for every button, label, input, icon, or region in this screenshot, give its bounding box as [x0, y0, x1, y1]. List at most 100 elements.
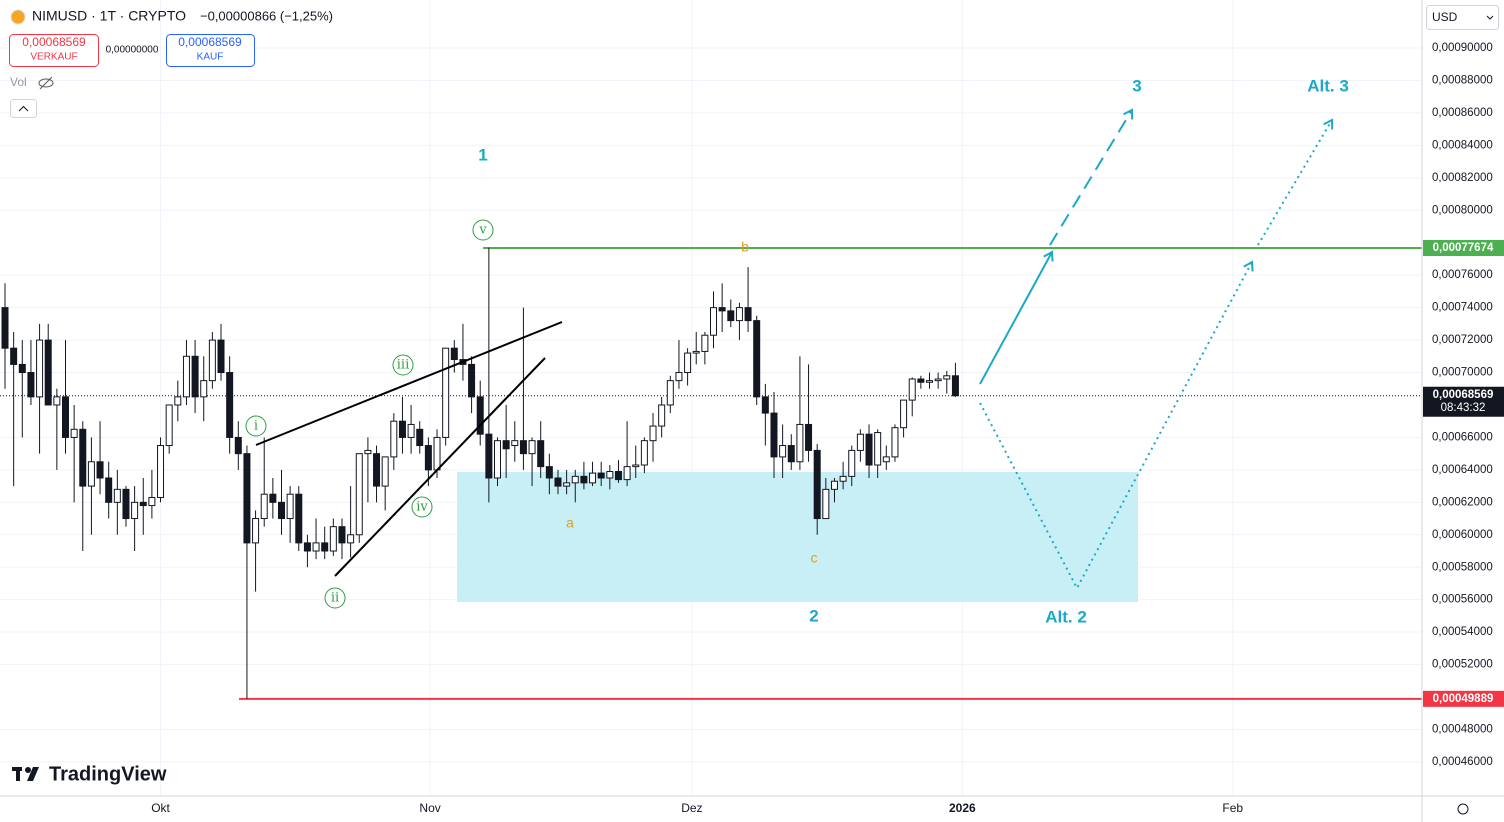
candle-body	[373, 453, 381, 487]
candle-body	[589, 472, 597, 484]
candle-body	[148, 496, 156, 507]
candle-body	[554, 477, 562, 487]
candle-body	[485, 433, 493, 479]
wave-label: iii	[397, 358, 409, 373]
y-tick-label: 0,00066000	[1432, 431, 1493, 443]
chevron	[18, 105, 29, 112]
wave-label: Alt. 2	[1045, 607, 1087, 626]
candle-body	[597, 472, 605, 479]
target-zone	[457, 472, 1138, 602]
settings-icon[interactable]	[1457, 803, 1469, 815]
x-tick-label: Okt	[151, 801, 170, 815]
candle-body	[79, 428, 87, 487]
candle-body	[666, 380, 674, 406]
candle-body	[735, 307, 743, 322]
candle-body	[563, 482, 571, 487]
candle-body	[217, 339, 225, 374]
candle-body	[640, 440, 648, 466]
candle-body	[208, 339, 216, 382]
candle-body	[450, 347, 458, 361]
currency-select[interactable]	[1426, 5, 1499, 30]
candle-body	[70, 428, 78, 438]
symbol-icon	[10, 9, 26, 25]
volume-label: Vol	[10, 75, 27, 89]
candle-body	[286, 493, 294, 520]
y-tick-label: 0,00080000	[1432, 204, 1493, 216]
candle-body	[571, 475, 579, 484]
brand-logo	[12, 767, 39, 781]
candle-body	[537, 440, 545, 468]
wave-label: ii	[331, 591, 339, 606]
candle-body	[36, 339, 44, 398]
symbol[interactable]: NIMUSD · 1T · CRYPTO	[32, 8, 186, 24]
candle-body	[96, 461, 104, 479]
candle-body	[131, 501, 139, 520]
candle-body	[1, 307, 9, 349]
y-tick-label: 0,00054000	[1432, 626, 1493, 638]
candle-body	[856, 433, 864, 451]
candle-body	[545, 466, 553, 479]
wave-circle	[411, 496, 433, 518]
candle-body	[113, 488, 121, 503]
candle-body	[303, 542, 311, 552]
axis-labels: 0,00090000 0,00088000 0,00086000 0,00084000…	[151, 42, 1504, 815]
candle-body	[839, 475, 847, 482]
candle-body	[355, 453, 363, 536]
candle-body	[822, 488, 830, 520]
candle-body	[787, 445, 795, 463]
wedge-line	[334, 357, 546, 577]
sell-button[interactable]	[9, 34, 99, 67]
candles	[1, 247, 959, 699]
candle-body	[424, 445, 432, 471]
y-tick-label: 0,00060000	[1432, 529, 1493, 541]
arrow	[1049, 108, 1134, 246]
candle-body	[312, 542, 320, 552]
wave-circle	[472, 219, 494, 241]
brand: TradingView	[49, 763, 167, 785]
y-tick-label: 0,00056000	[1432, 594, 1493, 606]
candle-body	[830, 480, 838, 490]
candle-body	[277, 501, 285, 520]
collapse-button[interactable]	[10, 99, 37, 118]
spread: 0,00000000	[106, 45, 159, 56]
wave-circle	[324, 587, 346, 609]
y-tick-label: 0,00070000	[1432, 367, 1493, 379]
candle-body	[442, 347, 450, 438]
wave-circle	[245, 415, 267, 437]
level-tag	[1423, 240, 1504, 257]
chevron	[1486, 15, 1494, 20]
candle-body	[226, 372, 234, 438]
candle-body	[398, 420, 406, 438]
candle-body	[87, 461, 95, 487]
candle-body	[139, 501, 147, 507]
buy-label: KAUF	[197, 52, 224, 63]
y-tick-label: 0,00062000	[1432, 496, 1493, 508]
level-label: 0,00049889	[1433, 693, 1494, 705]
buy-button[interactable]	[166, 34, 255, 67]
wave-label: iv	[416, 500, 428, 515]
candle-body	[416, 428, 424, 447]
candle-body	[528, 440, 536, 455]
x-tick-label: Dez	[681, 801, 702, 815]
candle-body	[805, 423, 813, 451]
x-tick-label: 2026	[949, 801, 976, 815]
candle-body	[675, 372, 683, 382]
candle-body	[174, 396, 182, 406]
candle-body	[105, 477, 113, 503]
candle-body	[347, 534, 355, 544]
candle-body	[27, 372, 35, 398]
candle-body	[606, 470, 614, 479]
level-label: 0,00077674	[1433, 242, 1494, 254]
hide-volume-icon[interactable]	[38, 76, 54, 90]
candle-body	[632, 464, 640, 468]
candle-body	[779, 445, 787, 458]
candle-body	[874, 432, 882, 466]
wave-label: c	[811, 550, 818, 566]
candle-body	[744, 307, 752, 322]
candle-body	[649, 425, 657, 442]
candle-body	[900, 399, 908, 429]
y-tick-label: 0,00058000	[1432, 561, 1493, 573]
y-tick-label: 0,00072000	[1432, 334, 1493, 346]
